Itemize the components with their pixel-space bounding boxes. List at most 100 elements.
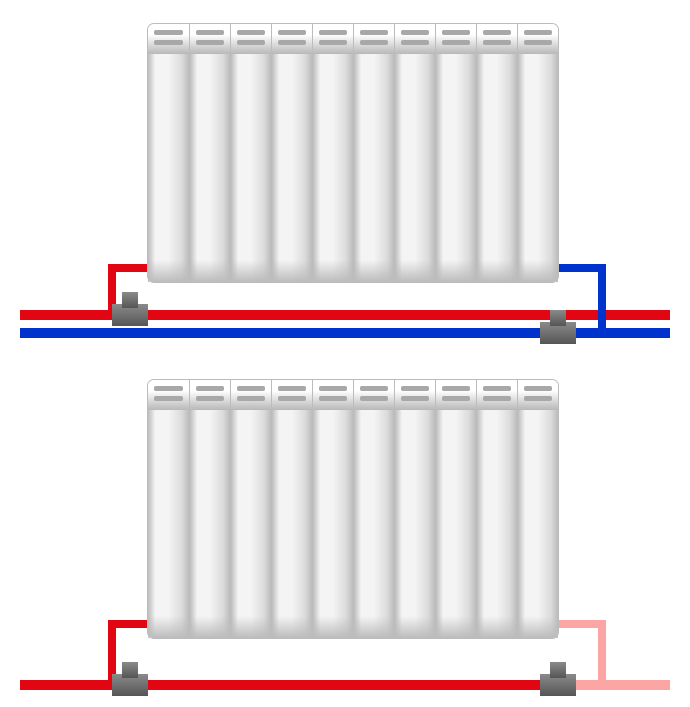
radiator-section — [476, 410, 517, 638]
return-tee-top — [550, 310, 566, 326]
radiator-section-foot — [477, 616, 517, 638]
grille-slot — [278, 396, 306, 401]
grille-slot — [154, 396, 183, 401]
radiator-section — [353, 410, 394, 638]
grille-slot — [319, 40, 347, 45]
grille-slot — [483, 396, 511, 401]
radiator-section-foot — [313, 616, 353, 638]
radiator-cap-segment — [353, 24, 394, 54]
radiator-section-foot — [354, 616, 394, 638]
radiator-cap-segment — [517, 24, 558, 54]
radiator-section-foot — [313, 260, 353, 282]
radiator — [148, 24, 558, 282]
radiator-section-foot — [231, 616, 271, 638]
grille-slot — [401, 386, 429, 391]
onepipe-supply-branch — [108, 620, 152, 628]
grille-slot — [360, 396, 388, 401]
radiator-cap-segment — [271, 24, 312, 54]
grille-slot — [442, 396, 470, 401]
radiator-cap-segment — [435, 24, 476, 54]
grille-slot — [196, 30, 224, 35]
heating-diagram — [0, 0, 690, 707]
radiator-section-foot — [354, 260, 394, 282]
radiator-section-foot — [148, 616, 189, 638]
grille-slot — [237, 386, 265, 391]
grille-slot — [360, 386, 388, 391]
grille-slot — [401, 396, 429, 401]
radiator-section-foot — [272, 616, 312, 638]
radiator-section-foot — [518, 260, 558, 282]
grille-slot — [442, 30, 470, 35]
radiator-cap-segment — [189, 24, 230, 54]
radiator-body — [148, 410, 558, 638]
radiator-section-foot — [231, 260, 271, 282]
grille-slot — [196, 40, 224, 45]
radiator-section-foot — [272, 260, 312, 282]
radiator — [148, 380, 558, 638]
radiator-section — [476, 54, 517, 282]
onepipe-return-riser — [598, 620, 606, 680]
radiator-section — [148, 410, 189, 638]
grille-slot — [237, 30, 265, 35]
radiator-cap-segment — [517, 380, 558, 410]
grille-slot — [319, 386, 347, 391]
radiator-section-foot — [477, 260, 517, 282]
radiator-section-foot — [190, 616, 230, 638]
radiator-section — [394, 54, 435, 282]
radiator-section — [189, 410, 230, 638]
radiator-section — [435, 410, 476, 638]
grille-slot — [483, 30, 511, 35]
radiator-section — [312, 410, 353, 638]
return-riser-pipe — [598, 264, 606, 328]
grille-slot — [524, 40, 552, 45]
radiator-cap-segment — [271, 380, 312, 410]
radiator-cap-segment — [476, 380, 517, 410]
radiator-section — [189, 54, 230, 282]
grille-slot — [278, 30, 306, 35]
grille-slot — [237, 40, 265, 45]
radiator-section — [271, 54, 312, 282]
radiator-section-foot — [436, 260, 476, 282]
radiator-section — [148, 54, 189, 282]
radiator-cap-segment — [394, 380, 435, 410]
grille-slot — [524, 30, 552, 35]
grille-slot — [278, 386, 306, 391]
grille-slot — [442, 386, 470, 391]
radiator-cap-segment — [353, 380, 394, 410]
grille-slot — [360, 40, 388, 45]
grille-slot — [401, 30, 429, 35]
radiator-cap-segment — [189, 380, 230, 410]
grille-slot — [237, 396, 265, 401]
grille-slot — [319, 396, 347, 401]
radiator-section — [312, 54, 353, 282]
radiator-section — [394, 410, 435, 638]
radiator-top-cap — [148, 24, 558, 54]
radiator-cap-segment — [148, 380, 189, 410]
grille-slot — [154, 386, 183, 391]
radiator-cap-segment — [312, 24, 353, 54]
onepipe-tee-right-top — [550, 662, 566, 678]
grille-slot — [483, 386, 511, 391]
grille-slot — [154, 40, 183, 45]
radiator-cap-segment — [230, 380, 271, 410]
grille-slot — [442, 40, 470, 45]
onepipe-return-branch — [554, 620, 606, 628]
radiator-section-foot — [148, 260, 189, 282]
radiator-section-foot — [395, 616, 435, 638]
onepipe-tee-left-top — [122, 662, 138, 678]
supply-branch-pipe — [108, 264, 152, 272]
radiator-cap-segment — [230, 24, 271, 54]
radiator-section — [230, 54, 271, 282]
radiator-section — [353, 54, 394, 282]
grille-slot — [401, 40, 429, 45]
radiator-section — [230, 410, 271, 638]
radiator-section — [435, 54, 476, 282]
grille-slot — [196, 396, 224, 401]
radiator-section-foot — [395, 260, 435, 282]
supply-tee-top — [122, 292, 138, 308]
radiator-section-foot — [436, 616, 476, 638]
grille-slot — [196, 386, 224, 391]
return-branch-pipe — [554, 264, 606, 272]
radiator-section-foot — [518, 616, 558, 638]
radiator-body — [148, 54, 558, 282]
